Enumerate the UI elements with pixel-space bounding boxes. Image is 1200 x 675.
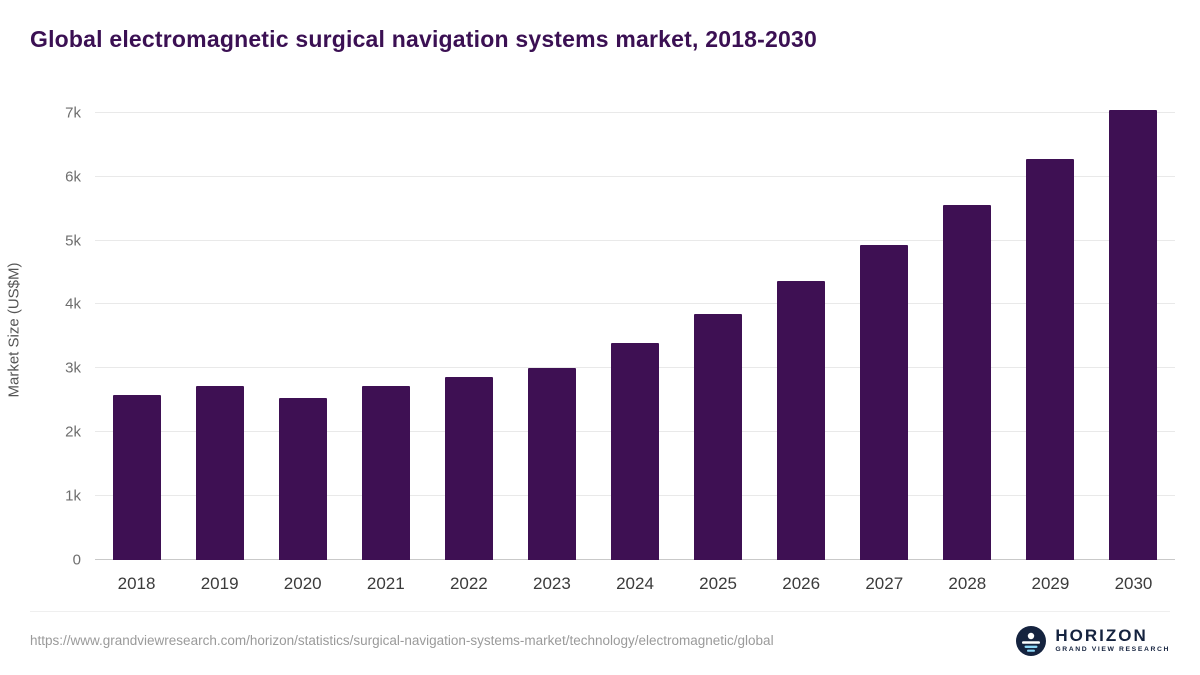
gridline xyxy=(95,303,1175,305)
bar-slot-2023: 2023 xyxy=(510,100,593,593)
y-axis-tick-label: 3k xyxy=(65,359,81,377)
logo-name: HORIZON xyxy=(1055,626,1148,646)
bar-2025 xyxy=(694,314,743,560)
x-axis-label-2025: 2025 xyxy=(699,574,737,593)
bar-2024 xyxy=(611,342,659,560)
bar-2026 xyxy=(777,281,826,560)
y-axis-tick-label: 6k xyxy=(65,168,81,186)
bar-2030 xyxy=(1109,109,1158,560)
bar-slot-2026: 2026 xyxy=(760,100,843,593)
chart-title: Global electromagnetic surgical navigati… xyxy=(30,26,817,52)
logo-subtext: GRAND VIEW RESEARCH xyxy=(1055,646,1170,654)
x-axis-label-2030: 2030 xyxy=(1114,574,1153,593)
x-axis-label-2020: 2020 xyxy=(283,574,322,593)
bar-slot-2030: 2030 xyxy=(1092,100,1175,593)
x-axis-label-2021: 2021 xyxy=(366,574,405,593)
bar-2022 xyxy=(444,377,493,560)
bar-2019 xyxy=(195,385,244,560)
bar-chart: 0 1k 2k 3k 4k 5k 6k 7k 2018 2019 2020 2021 2022 2023… xyxy=(65,100,1175,593)
source-url: https://www.grandviewresearch.com/horizo… xyxy=(30,633,774,648)
y-axis-tick-label: 7k xyxy=(65,104,81,122)
gridline xyxy=(95,111,1175,113)
y-axis-tick-label: 1k xyxy=(65,487,81,505)
bar-slot-2020: 2020 xyxy=(261,100,344,593)
bar-slot-2021: 2021 xyxy=(344,100,427,593)
y-axis-tick-label: 4k xyxy=(65,295,81,313)
x-axis-label-2027: 2027 xyxy=(865,574,904,593)
bar-slot-2022: 2022 xyxy=(427,100,510,593)
bar-slot-2025: 2025 xyxy=(677,100,760,593)
x-axis-label-2029: 2029 xyxy=(1031,574,1070,593)
bar-slot-2028: 2028 xyxy=(926,100,1009,593)
bar-slot-2029: 2029 xyxy=(1009,100,1092,593)
bar-2028 xyxy=(943,205,992,560)
x-axis-label-2023: 2023 xyxy=(533,574,571,593)
bar-slot-2019: 2019 xyxy=(178,100,261,593)
x-axis-label-2019: 2019 xyxy=(200,574,239,593)
x-axis-label-2028: 2028 xyxy=(948,574,987,593)
y-axis-tick-label: 2k xyxy=(65,423,81,441)
x-axis-label-2018: 2018 xyxy=(117,574,156,593)
bar-slot-2024: 2024 xyxy=(593,100,676,593)
y-axis-tick-label: 5k xyxy=(65,232,81,250)
logo-text-wrap: HORIZON GRAND VIEW RESEARCH xyxy=(1055,627,1170,654)
bar-slot-2027: 2027 xyxy=(843,100,926,593)
bar-2020 xyxy=(278,398,327,560)
horizon-logo: HORIZON GRAND VIEW RESEARCH xyxy=(1016,625,1170,656)
bar-2029 xyxy=(1026,159,1075,560)
bars-container: 2018 2019 2020 2021 2022 2023 2024 2025 2026 2027… xyxy=(95,100,1175,593)
bar-2021 xyxy=(361,386,410,560)
x-axis-label-2026: 2026 xyxy=(782,574,821,593)
bar-2018 xyxy=(112,395,161,560)
bar-2027 xyxy=(860,245,909,560)
y-axis-label: Market Size (US$M) xyxy=(5,262,23,398)
bar-slot-2018: 2018 xyxy=(95,100,178,593)
footer: https://www.grandviewresearch.com/horizo… xyxy=(30,611,1170,659)
gridline xyxy=(95,175,1175,177)
horizon-logo-icon xyxy=(1016,625,1047,656)
bar-2023 xyxy=(527,368,576,560)
x-axis-label-2024: 2024 xyxy=(616,574,654,593)
y-axis-tick-label: 0 xyxy=(72,551,81,569)
x-axis-label-2022: 2022 xyxy=(449,574,488,593)
gridline xyxy=(95,239,1175,241)
